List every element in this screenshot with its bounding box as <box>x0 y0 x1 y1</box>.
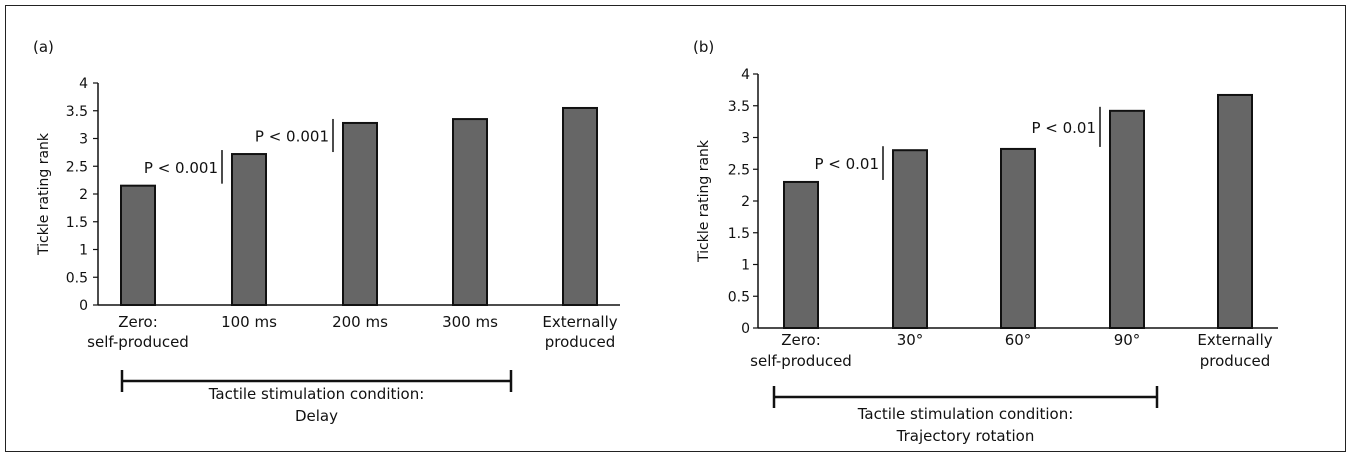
y-tick-label: 1.5 <box>728 226 750 242</box>
y-tick-label: 0.5 <box>728 289 750 305</box>
y-tick-label: 3.5 <box>728 99 750 115</box>
y-tick-label: 4 <box>741 67 750 83</box>
condition-label: Tactile stimulation condition: <box>857 405 1074 423</box>
bar <box>120 184 156 306</box>
condition-label: Tactile stimulation condition: <box>208 385 425 403</box>
y-axis-label: Tickle rating rank <box>696 139 712 263</box>
y-tick-label: 2 <box>79 187 88 203</box>
y-tick-label: 3 <box>79 132 88 148</box>
x-tick-label: 90° <box>1114 331 1141 349</box>
panel-label: (b) <box>693 38 714 56</box>
chart-panel-b: (b) 0 0.5 1 1.5 2 2.5 3 3.5 4 Tickle rating rank Ze… <box>693 38 1278 445</box>
y-tick-label: 2 <box>741 194 750 210</box>
x-tick-label: produced <box>545 333 616 351</box>
y-tick-label: 3 <box>741 131 750 147</box>
x-tick-label: produced <box>1200 352 1271 370</box>
bar <box>1109 109 1145 329</box>
bar <box>562 106 598 306</box>
x-tick-label: self-produced <box>87 333 189 351</box>
y-axis-label: Tickle rating rank <box>36 132 52 256</box>
condition-label: Delay <box>295 407 338 425</box>
x-tick-label: self-produced <box>750 352 852 370</box>
bar <box>342 121 378 306</box>
chart-panel-a: (a) 0 0.5 1 1.5 2 2.5 3 3.5 4 Tickle rating rank Ze… <box>33 38 620 425</box>
x-tick-label: Zero: <box>781 331 821 349</box>
x-tick-label: Externally <box>1197 331 1272 349</box>
y-tick-label: 2.5 <box>728 162 750 178</box>
bar <box>783 180 819 329</box>
bar <box>231 153 267 306</box>
y-tick-label: 2.5 <box>66 159 88 175</box>
x-tick-label: Externally <box>542 313 617 331</box>
x-tick-label: 30° <box>897 331 924 349</box>
y-tick-label: 4 <box>79 76 88 92</box>
y-tick-label: 0 <box>741 321 750 337</box>
y-tick-label: 1 <box>741 258 750 274</box>
significance-annotation: P < 0.001 <box>255 128 329 146</box>
y-tick-label: 0 <box>79 298 88 314</box>
bar <box>1000 147 1036 329</box>
x-tick-label: 300 ms <box>442 313 498 331</box>
significance-annotation: P < 0.01 <box>814 155 879 173</box>
y-tick-label: 1 <box>79 243 88 259</box>
bar <box>452 118 488 306</box>
y-tick-label: 1.5 <box>66 215 88 231</box>
x-tick-label: 60° <box>1005 331 1032 349</box>
y-tick-label: 0.5 <box>66 270 88 286</box>
significance-annotation: P < 0.01 <box>1031 119 1096 137</box>
bar <box>892 149 928 329</box>
x-tick-label: 200 ms <box>332 313 388 331</box>
significance-annotation: P < 0.001 <box>144 159 218 177</box>
x-tick-label: 100 ms <box>221 313 277 331</box>
x-tick-label: Zero: <box>118 313 158 331</box>
condition-label: Trajectory rotation <box>896 427 1035 445</box>
bar <box>1217 93 1253 329</box>
y-tick-label: 3.5 <box>66 104 88 120</box>
panel-label: (a) <box>33 38 54 56</box>
